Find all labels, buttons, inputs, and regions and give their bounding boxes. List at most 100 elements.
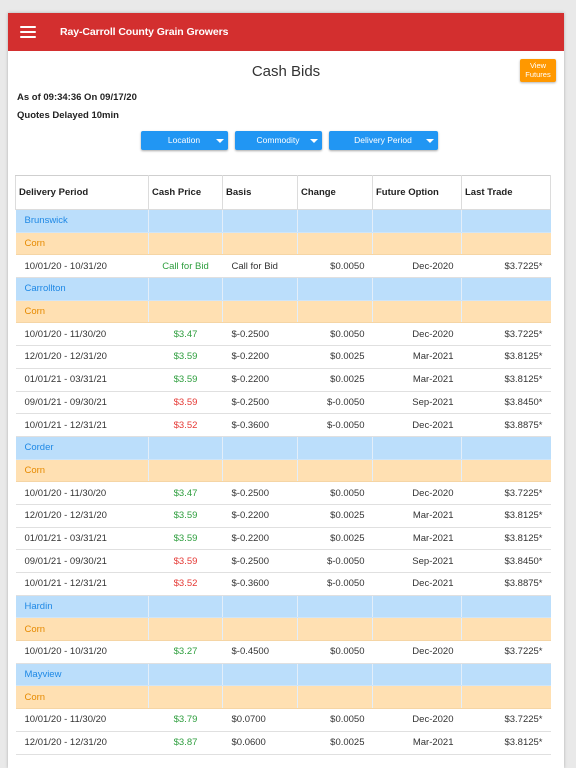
empty-cell — [297, 436, 373, 460]
table-row[interactable]: 10/01/20 - 10/31/20 Call for Bid Call for … — [15, 254, 551, 279]
empty-cell — [297, 617, 373, 642]
change-cell: $0.0025 — [297, 368, 373, 392]
empty-cell — [297, 277, 373, 301]
location-row: Brunswick — [15, 209, 551, 233]
commodity-row: Corn — [15, 232, 551, 256]
commodity-row: Corn — [15, 617, 551, 642]
change-cell: $0.0050 — [297, 708, 373, 732]
empty-cell — [297, 663, 373, 687]
empty-cell — [297, 209, 373, 233]
location-name: Mayview — [15, 663, 149, 687]
future-option-cell: Dec-2020 — [372, 254, 462, 279]
basis-cell: $-0.2500 — [222, 322, 298, 347]
basis-cell: $-0.2200 — [222, 527, 298, 551]
view-futures-button[interactable]: View Futures — [520, 59, 556, 82]
last-trade-cell: $3.8450* — [461, 391, 551, 415]
column-header[interactable]: Change — [297, 175, 373, 210]
delivery-period-cell: 01/01/21 - 03/31/21 — [15, 527, 149, 551]
cash-price-cell: Call for Bid — [148, 254, 223, 279]
empty-cell — [148, 595, 223, 619]
delivery-period-cell: 09/01/21 - 09/30/21 — [15, 549, 149, 573]
empty-cell — [297, 232, 373, 256]
change-cell: $0.0050 — [297, 322, 373, 347]
future-option-cell: Mar-2021 — [372, 731, 462, 755]
empty-cell — [461, 436, 551, 460]
table-row[interactable]: 12/01/20 - 12/31/20 $3.87 $0.0600 $0.0025 Ma… — [15, 731, 551, 755]
location-name: Carrollton — [15, 277, 149, 301]
basis-cell: $-0.2200 — [222, 368, 298, 392]
empty-cell — [461, 277, 551, 301]
future-option-cell: Mar-2021 — [372, 527, 462, 551]
page-title: Cash Bids — [251, 63, 321, 80]
empty-cell — [372, 300, 462, 324]
empty-cell — [222, 232, 298, 256]
empty-cell — [222, 459, 298, 483]
delivery-period-cell: 01/01/21 - 03/31/21 — [15, 368, 149, 392]
delivery-period-cell: 10/01/20 - 11/30/20 — [15, 322, 149, 347]
delivery-period-cell: 10/01/20 - 11/30/20 — [15, 708, 149, 732]
quotes-delayed-note: Quotes Delayed 10min — [17, 110, 119, 121]
table-row[interactable]: 01/01/21 - 03/31/21 $3.59 $-0.2200 $0.0025 M… — [15, 527, 551, 551]
cash-price-cell: $3.59 — [148, 504, 223, 528]
delivery-period-cell: 12/01/20 - 12/31/20 — [15, 504, 149, 528]
change-cell: $-0.0050 — [297, 572, 373, 596]
future-option-cell: Dec-2020 — [372, 708, 462, 732]
table-row[interactable]: 09/01/21 - 09/30/21 $3.59 $-0.2500 $-0.0050… — [15, 391, 551, 415]
empty-cell — [372, 595, 462, 619]
last-trade-cell: $3.8450* — [461, 549, 551, 573]
basis-cell: $-0.2200 — [222, 504, 298, 528]
empty-cell — [148, 277, 223, 301]
future-option-cell: Dec-2020 — [372, 481, 462, 505]
last-trade-cell: $3.7225* — [461, 640, 551, 664]
table-row[interactable]: 10/01/20 - 10/31/20 $3.27 $-0.4500 $0.0050 D… — [15, 640, 551, 664]
chevron-down-icon — [310, 139, 318, 143]
empty-cell — [372, 459, 462, 483]
delivery-period-cell: 10/01/20 - 10/31/20 — [15, 254, 149, 279]
location-name: Brunswick — [15, 209, 149, 233]
basis-cell: $-0.4500 — [222, 640, 298, 664]
column-header[interactable]: Cash Price — [148, 175, 223, 210]
empty-cell — [461, 459, 551, 483]
change-cell: $0.0050 — [297, 640, 373, 664]
table-row[interactable]: 10/01/20 - 11/30/20 $3.79 $0.0700 $0.0050 De… — [15, 708, 551, 732]
table-row[interactable]: 12/01/20 - 12/31/20 $3.59 $-0.2200 $0.0025 M… — [15, 345, 551, 369]
empty-cell — [461, 685, 551, 710]
empty-cell — [372, 277, 462, 301]
cash-price-cell: $3.52 — [148, 572, 223, 596]
last-trade-cell: $3.8125* — [461, 368, 551, 392]
future-option-cell: Dec-2021 — [372, 413, 462, 437]
last-trade-cell: $3.7225* — [461, 708, 551, 732]
hamburger-menu-icon[interactable] — [20, 26, 36, 38]
table-row[interactable]: 01/01/21 - 03/31/21 $3.59 $-0.2200 $0.0025 M… — [15, 368, 551, 392]
app-title: Ray-Carroll County Grain Growers — [60, 26, 229, 38]
empty-cell — [372, 232, 462, 256]
column-header[interactable]: Future Option — [372, 175, 462, 210]
empty-cell — [372, 685, 462, 710]
column-header[interactable]: Last Trade — [461, 175, 551, 210]
basis-cell: $-0.2500 — [222, 549, 298, 573]
delivery-period-filter-button[interactable]: Delivery Period — [329, 131, 438, 150]
table-row[interactable]: 12/01/20 - 12/31/20 $3.59 $-0.2200 $0.0025 M… — [15, 504, 551, 528]
delivery-period-cell: 09/01/21 - 09/30/21 — [15, 391, 149, 415]
column-header[interactable]: Basis — [222, 175, 298, 210]
commodity-name: Corn — [15, 232, 149, 256]
delivery-period-cell: 12/01/20 - 12/31/20 — [15, 345, 149, 369]
commodity-row: Corn — [15, 459, 551, 483]
table-row[interactable]: 09/01/21 - 09/30/21 $3.59 $-0.2500 $-0.0050… — [15, 549, 551, 573]
location-row: Mayview — [15, 663, 551, 687]
location-filter-button[interactable]: Location — [141, 131, 228, 150]
table-row[interactable]: 10/01/21 - 12/31/21 $3.52 $-0.3600 $-0.0050… — [15, 413, 551, 437]
empty-cell — [222, 595, 298, 619]
table-body: Brunswick Corn 10/01/20 - 10/31/20 Call for… — [15, 209, 551, 755]
table-row[interactable]: 10/01/21 - 12/31/21 $3.52 $-0.3600 $-0.0050… — [15, 572, 551, 596]
table-row[interactable]: 10/01/20 - 11/30/20 $3.47 $-0.2500 $0.0050 D… — [15, 481, 551, 505]
column-header[interactable]: Delivery Period — [15, 175, 149, 210]
table-row[interactable]: 10/01/20 - 11/30/20 $3.47 $-0.2500 $0.0050 D… — [15, 322, 551, 347]
change-cell: $0.0025 — [297, 527, 373, 551]
last-trade-cell: $3.8125* — [461, 504, 551, 528]
empty-cell — [222, 685, 298, 710]
last-trade-cell: $3.8125* — [461, 527, 551, 551]
delivery-period-cell: 10/01/21 - 12/31/21 — [15, 413, 149, 437]
commodity-filter-button[interactable]: Commodity — [235, 131, 322, 150]
basis-cell: $0.0700 — [222, 708, 298, 732]
